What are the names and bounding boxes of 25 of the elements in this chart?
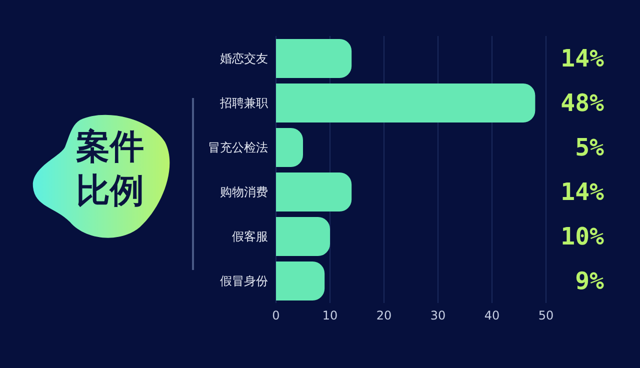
y-tick-label: 购物消费: [220, 185, 268, 200]
bar: [276, 128, 303, 167]
x-tick-label: 40: [484, 308, 500, 323]
y-tick-label: 婚恋交友: [220, 52, 268, 66]
y-tick-label: 假客服: [232, 230, 268, 244]
data-label: 14%: [560, 178, 605, 206]
x-tick-label: 10: [322, 308, 338, 323]
data-label: 10%: [560, 222, 605, 250]
bar: [276, 172, 352, 212]
bar: [276, 217, 330, 256]
x-tick-label: 50: [538, 308, 554, 323]
data-label: 48%: [560, 89, 605, 117]
x-tick-label: 30: [430, 308, 446, 323]
y-tick-label: 冒充公检法: [208, 140, 268, 155]
y-tick-label: 招聘兼职: [219, 96, 268, 110]
bar: [276, 262, 325, 300]
y-tick-label: 假冒身份: [220, 274, 268, 288]
data-label: 5%: [575, 134, 605, 162]
data-label: 14%: [560, 44, 605, 72]
bar: [276, 84, 536, 122]
bar: [276, 39, 352, 78]
x-tick-label: 0: [272, 308, 280, 323]
x-tick-label: 20: [376, 308, 392, 323]
text: 案件比例: [75, 126, 145, 213]
data-label: 9%: [575, 267, 605, 295]
